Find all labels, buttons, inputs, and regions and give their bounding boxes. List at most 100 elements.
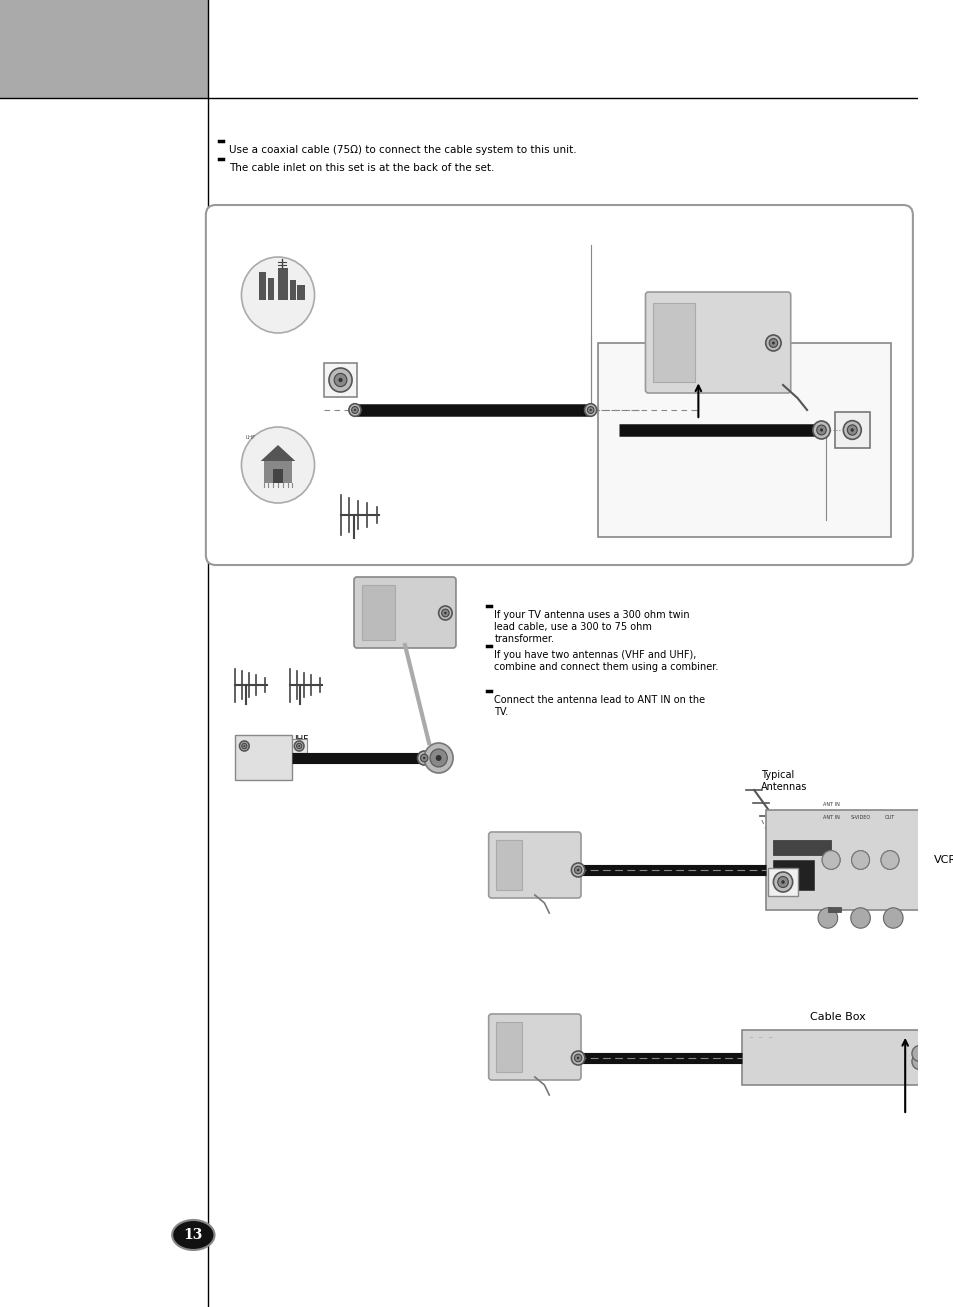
- Text: combine and connect them using a combiner.: combine and connect them using a combine…: [494, 663, 718, 672]
- Bar: [361, 586, 395, 640]
- Circle shape: [241, 744, 247, 749]
- Bar: [273, 469, 282, 484]
- Bar: [653, 303, 695, 382]
- Circle shape: [765, 335, 781, 352]
- Bar: [496, 1022, 522, 1072]
- Circle shape: [911, 1053, 926, 1069]
- FancyBboxPatch shape: [598, 342, 890, 537]
- FancyBboxPatch shape: [488, 1014, 580, 1080]
- Circle shape: [574, 867, 581, 874]
- Bar: [773, 840, 830, 855]
- Circle shape: [817, 908, 837, 928]
- Circle shape: [773, 872, 792, 891]
- Bar: [496, 840, 522, 890]
- Circle shape: [819, 429, 822, 431]
- Circle shape: [243, 745, 245, 746]
- Text: Cable Box: Cable Box: [809, 1012, 864, 1022]
- Circle shape: [812, 421, 829, 439]
- Text: lead cable, use a 300 to 75 ohm: lead cable, use a 300 to 75 ohm: [494, 622, 652, 633]
- Text: S-VIDEO: S-VIDEO: [850, 816, 870, 819]
- Circle shape: [441, 609, 449, 617]
- Ellipse shape: [172, 1219, 214, 1249]
- Circle shape: [846, 425, 857, 435]
- Text: VHF: VHF: [235, 735, 253, 744]
- Circle shape: [882, 908, 902, 928]
- Circle shape: [329, 369, 352, 392]
- Text: Connect the antenna lead to ANT IN on the: Connect the antenna lead to ANT IN on th…: [494, 695, 705, 704]
- Bar: [834, 412, 869, 448]
- Circle shape: [241, 257, 314, 333]
- Circle shape: [821, 851, 840, 869]
- Bar: [234, 735, 293, 780]
- Circle shape: [349, 404, 360, 417]
- Bar: [263, 461, 293, 484]
- Text: Typical
Antennas: Typical Antennas: [760, 770, 806, 792]
- Circle shape: [577, 869, 578, 872]
- Text: transformer.: transformer.: [494, 634, 554, 644]
- FancyBboxPatch shape: [354, 576, 456, 648]
- Circle shape: [352, 406, 358, 413]
- Circle shape: [880, 851, 898, 869]
- Circle shape: [589, 409, 591, 412]
- Circle shape: [587, 406, 594, 413]
- Bar: [236, 738, 252, 753]
- Circle shape: [334, 374, 347, 387]
- Bar: [258, 272, 266, 301]
- Bar: [297, 285, 305, 301]
- Text: ---: ---: [759, 1035, 762, 1039]
- Circle shape: [771, 341, 774, 345]
- Circle shape: [571, 863, 584, 877]
- Circle shape: [298, 745, 299, 746]
- Text: 13: 13: [184, 1229, 203, 1242]
- Text: Use a coaxial cable (75Ω) to connect the cable system to this unit.: Use a coaxial cable (75Ω) to connect the…: [229, 145, 576, 156]
- Polygon shape: [260, 444, 295, 461]
- Circle shape: [444, 612, 446, 614]
- Circle shape: [850, 429, 853, 431]
- Circle shape: [816, 425, 825, 435]
- Circle shape: [781, 880, 784, 884]
- Circle shape: [436, 755, 441, 761]
- Circle shape: [850, 908, 869, 928]
- Text: If your TV antenna uses a 300 ohm twin: If your TV antenna uses a 300 ohm twin: [494, 610, 689, 620]
- Bar: [0, 0, 208, 98]
- Circle shape: [438, 606, 452, 620]
- Circle shape: [241, 427, 314, 503]
- Circle shape: [571, 1051, 584, 1065]
- Circle shape: [851, 851, 868, 869]
- Circle shape: [574, 1055, 581, 1061]
- Circle shape: [768, 339, 777, 348]
- FancyBboxPatch shape: [645, 291, 790, 393]
- Circle shape: [821, 851, 840, 869]
- FancyBboxPatch shape: [206, 205, 912, 565]
- Circle shape: [296, 744, 301, 749]
- Circle shape: [880, 851, 898, 869]
- Circle shape: [842, 421, 861, 439]
- Circle shape: [294, 741, 304, 752]
- Text: VCR: VCR: [933, 855, 953, 865]
- Text: ANT IN: ANT IN: [821, 816, 839, 819]
- Circle shape: [417, 752, 431, 765]
- Bar: [765, 810, 928, 910]
- Circle shape: [584, 404, 596, 417]
- Circle shape: [911, 1046, 926, 1061]
- Circle shape: [927, 1047, 946, 1068]
- Circle shape: [777, 877, 787, 887]
- Circle shape: [420, 754, 428, 762]
- Bar: [290, 280, 296, 301]
- FancyBboxPatch shape: [488, 833, 580, 898]
- Text: Direct
Connection: Direct Connection: [800, 868, 851, 887]
- Text: OUT: OUT: [884, 816, 894, 819]
- Text: LHF: LHF: [245, 435, 255, 440]
- Text: UHF: UHF: [290, 735, 308, 744]
- Circle shape: [422, 757, 425, 759]
- Circle shape: [338, 378, 342, 382]
- Bar: [827, 907, 840, 912]
- Bar: [292, 738, 307, 753]
- Text: ---: ---: [748, 1035, 753, 1039]
- Circle shape: [577, 1057, 578, 1059]
- Bar: [773, 860, 814, 890]
- Circle shape: [354, 409, 355, 412]
- Bar: [740, 1030, 933, 1085]
- Bar: [767, 868, 798, 897]
- Circle shape: [851, 851, 868, 869]
